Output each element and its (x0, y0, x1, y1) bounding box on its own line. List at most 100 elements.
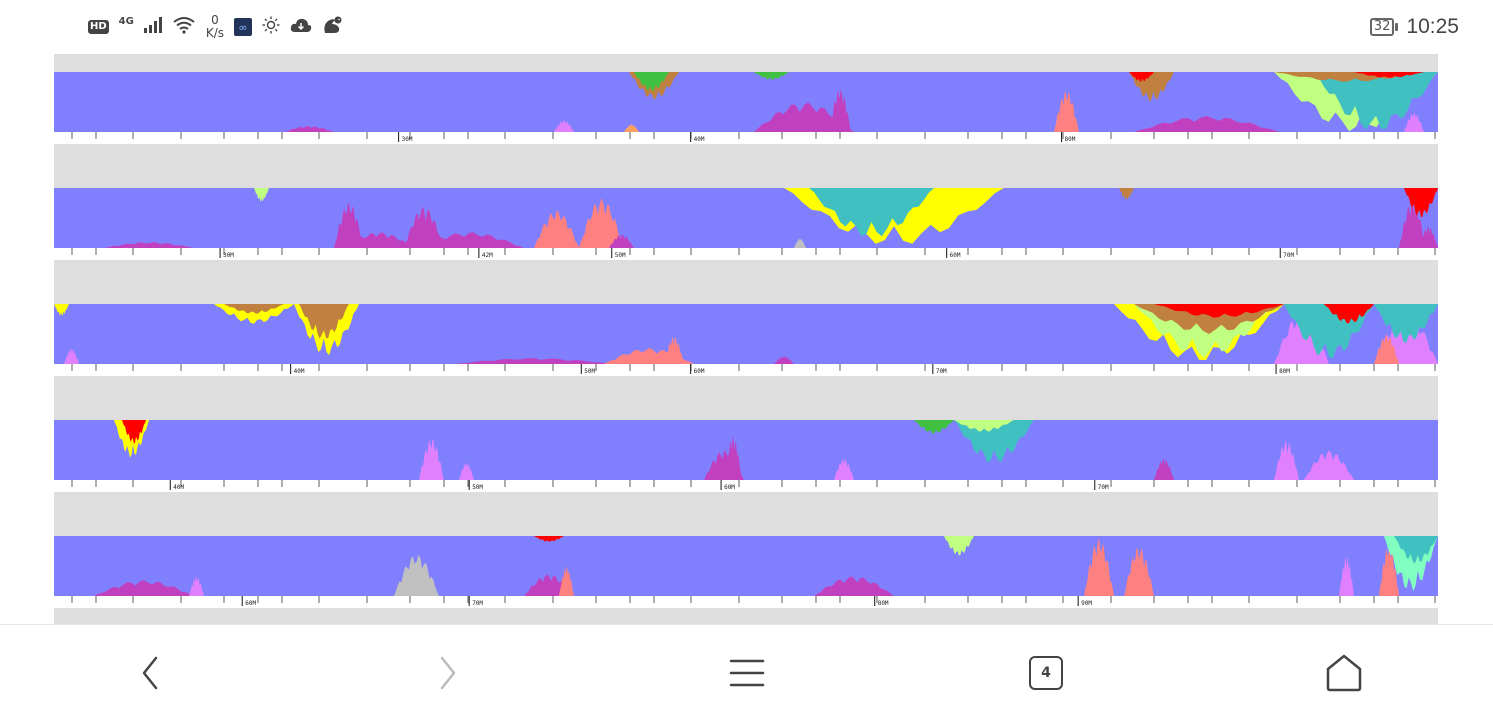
ancestry-segment-teal (1374, 304, 1438, 344)
ancestry-segment-pink (189, 576, 204, 596)
ancestry-base-band (54, 188, 1438, 248)
ancestry-segment-salmon (1054, 90, 1079, 132)
ancestry-segment-grey (794, 238, 806, 248)
axis-position-label: 70M (472, 600, 483, 607)
ancestry-segment-magenta (1419, 226, 1438, 248)
app-icon: ∞ (234, 18, 253, 36)
ancestry-base-band (54, 420, 1438, 480)
ancestry-segment-magenta (454, 358, 614, 364)
ancestry-painting: 30M 40M 80M (54, 72, 1438, 144)
ancestry-segment-pink (419, 439, 444, 480)
signal-icon (143, 17, 162, 37)
axis-position-label: 40M (694, 136, 705, 143)
ancestry-segment-salmon (1084, 538, 1114, 596)
axis-position-label: 60M (694, 368, 705, 375)
ancestry-segment-red (1154, 304, 1284, 318)
chromosome-track-3: 40M 50M 60M 70M 80M (54, 304, 1438, 376)
ancestry-segment-pink (1274, 440, 1299, 480)
position-axis (54, 596, 1438, 608)
battery-indicator: 32 (1369, 18, 1399, 36)
ancestry-segment-brown (299, 304, 349, 339)
ancestry-segment-pink (1304, 450, 1354, 480)
chromosome-track-5: 60M 70M 80M 90M (54, 536, 1438, 608)
ancestry-segment-magenta (1154, 458, 1174, 480)
ancestry-segment-magenta (404, 206, 444, 248)
axis-position-label: 60M (950, 252, 961, 259)
speed-value: 0 (211, 13, 219, 27)
position-axis (54, 364, 1438, 376)
ancestry-segment-orange (624, 124, 639, 132)
menu-button[interactable] (717, 645, 777, 701)
axis-position-label: 60M (245, 600, 256, 607)
axis-position-label: 70M (1283, 252, 1294, 259)
axis-position-label: 30M (223, 252, 234, 259)
ancestry-segment-lime (254, 188, 269, 202)
squirrel-icon (322, 15, 344, 39)
position-axis (54, 248, 1438, 260)
axis-position-label: 60M (724, 484, 735, 491)
axis-position-label: 50M (472, 484, 483, 491)
ancestry-segment-lime (944, 536, 974, 556)
battery-level: 32 (1369, 18, 1395, 36)
ancestry-chart-viewer[interactable]: 30M 40M 80M 30M 42M 50M 60M 70M 40M 50M 60M 70M 80M 4… (54, 54, 1438, 624)
ancestry-segment-red (1324, 304, 1374, 324)
axis-position-label: 80M (1279, 368, 1290, 375)
tab-count-badge: 4 (1029, 656, 1063, 690)
ancestry-segment-teal (1394, 536, 1438, 564)
chromosome-track-1: 30M 40M 80M (54, 72, 1438, 144)
ancestry-segment-red (534, 536, 564, 542)
ancestry-segment-magenta (414, 232, 524, 248)
ancestry-painting: 40M 50M 60M 70M (54, 420, 1438, 492)
position-axis (54, 132, 1438, 144)
ancestry-segment-yellow (54, 304, 69, 316)
ancestry-segment-teal (954, 420, 1034, 463)
position-axis (54, 480, 1438, 492)
brightness-icon (262, 16, 280, 38)
home-button[interactable] (1314, 645, 1374, 701)
ancestry-segment-magenta (754, 102, 854, 132)
clock: 10:25 (1406, 15, 1459, 38)
ancestry-segment-brown (224, 304, 284, 314)
ancestry-segment-green (914, 420, 954, 434)
ancestry-base-band (54, 536, 1438, 596)
network-speed: 0 K/s (206, 14, 224, 40)
ancestry-segment-magenta (1399, 200, 1426, 248)
ancestry-segment-salmon (1379, 545, 1399, 596)
axis-position-label: 50M (584, 368, 595, 375)
back-button[interactable] (120, 645, 180, 701)
ancestry-segment-magenta (334, 203, 364, 248)
ancestry-segment-green (754, 72, 789, 80)
ancestry-segment-pink (459, 462, 474, 480)
axis-position-label: 90M (1081, 600, 1092, 607)
axis-position-label: 40M (173, 484, 184, 491)
chromosome-track-2: 30M 42M 50M 60M 70M (54, 188, 1438, 260)
ancestry-segment-teal (1314, 72, 1438, 130)
ancestry-segment-salmon (1124, 547, 1154, 596)
ancestry-segment-pink (64, 348, 79, 364)
axis-position-label: 42M (482, 252, 493, 259)
status-left: HD 4G 0 K/s ∞ (88, 12, 344, 42)
ancestry-segment-magenta (774, 356, 794, 364)
hd-badge: HD (88, 20, 109, 34)
axis-position-label: 40M (294, 368, 305, 375)
home-icon (1326, 654, 1362, 692)
ancestry-painting: 40M 50M 60M 70M 80M (54, 304, 1438, 376)
status-bar: HD 4G 0 K/s ∞ (0, 0, 1493, 54)
status-right: 32 10:25 (1369, 12, 1459, 42)
forward-button[interactable] (418, 645, 478, 701)
ancestry-segment-magenta (724, 436, 742, 480)
ancestry-segment-pink (554, 120, 574, 132)
ancestry-segment-salmon (664, 337, 684, 364)
ancestry-segment-magenta (814, 576, 894, 596)
ancestry-segment-magenta (1134, 116, 1279, 132)
ancestry-segment-red (1129, 72, 1154, 82)
ancestry-segment-pink (1274, 312, 1329, 364)
ancestry-segment-pink (1339, 557, 1354, 596)
ancestry-segment-magenta (104, 242, 194, 248)
axis-position-label: 80M (1065, 136, 1076, 143)
ancestry-segment-lime (954, 420, 1014, 432)
ancestry-segment-salmon (579, 198, 624, 248)
ancestry-segment-pink (1404, 112, 1424, 132)
axis-position-label: 70M (1098, 484, 1109, 491)
tabs-button[interactable]: 4 (1016, 645, 1076, 701)
